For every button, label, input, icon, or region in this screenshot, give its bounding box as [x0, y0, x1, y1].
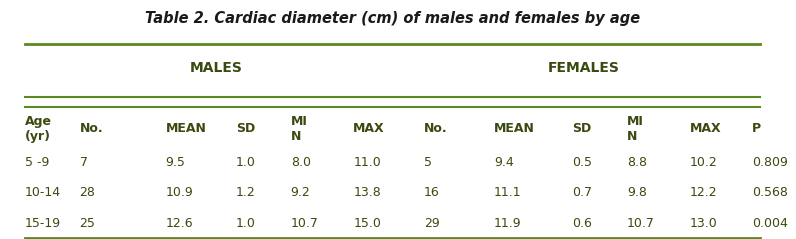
Text: Age
(yr): Age (yr)	[25, 115, 52, 143]
Text: 10.9: 10.9	[166, 186, 193, 199]
Text: 8.0: 8.0	[291, 156, 310, 168]
Text: 10-14: 10-14	[25, 186, 61, 199]
Text: 0.7: 0.7	[572, 186, 592, 199]
Text: 0.5: 0.5	[572, 156, 592, 168]
Text: MAX: MAX	[353, 122, 385, 136]
Text: 7: 7	[80, 156, 88, 168]
Text: 29: 29	[423, 217, 439, 230]
Text: 12.6: 12.6	[166, 217, 193, 230]
Text: MAX: MAX	[689, 122, 721, 136]
Text: 11.9: 11.9	[494, 217, 521, 230]
Text: SD: SD	[236, 122, 256, 136]
Text: MI
N: MI N	[627, 115, 644, 143]
Text: 5 -9: 5 -9	[25, 156, 49, 168]
Text: 15.0: 15.0	[353, 217, 381, 230]
Text: 13.0: 13.0	[689, 217, 717, 230]
Text: 12.2: 12.2	[689, 186, 717, 199]
Text: 10.7: 10.7	[627, 217, 655, 230]
Text: 13.8: 13.8	[353, 186, 381, 199]
Text: MEAN: MEAN	[494, 122, 535, 136]
Text: 0.568: 0.568	[752, 186, 788, 199]
Text: 10.7: 10.7	[291, 217, 318, 230]
Text: MI
N: MI N	[291, 115, 307, 143]
Text: 16: 16	[423, 186, 439, 199]
Text: 9.8: 9.8	[627, 186, 647, 199]
Text: 11.1: 11.1	[494, 186, 521, 199]
Text: SD: SD	[572, 122, 591, 136]
Text: 9.2: 9.2	[291, 186, 310, 199]
Text: MEAN: MEAN	[166, 122, 206, 136]
Text: 15-19: 15-19	[25, 217, 61, 230]
Text: Table 2. Cardiac diameter (cm) of males and females by age: Table 2. Cardiac diameter (cm) of males …	[145, 11, 640, 26]
Text: 0.004: 0.004	[752, 217, 788, 230]
Text: 1.2: 1.2	[236, 186, 256, 199]
Text: 28: 28	[80, 186, 96, 199]
Text: FEMALES: FEMALES	[548, 60, 620, 75]
Text: No.: No.	[423, 122, 447, 136]
Text: 8.8: 8.8	[627, 156, 647, 168]
Text: 9.5: 9.5	[166, 156, 185, 168]
Text: P: P	[752, 122, 761, 136]
Text: 11.0: 11.0	[353, 156, 381, 168]
Text: 1.0: 1.0	[236, 217, 256, 230]
Text: 9.4: 9.4	[494, 156, 513, 168]
Text: 25: 25	[80, 217, 96, 230]
Text: No.: No.	[80, 122, 103, 136]
Text: 5: 5	[423, 156, 431, 168]
Text: MALES: MALES	[190, 60, 243, 75]
Text: 0.6: 0.6	[572, 217, 592, 230]
Text: 10.2: 10.2	[689, 156, 717, 168]
Text: 1.0: 1.0	[236, 156, 256, 168]
Text: 0.809: 0.809	[752, 156, 788, 168]
